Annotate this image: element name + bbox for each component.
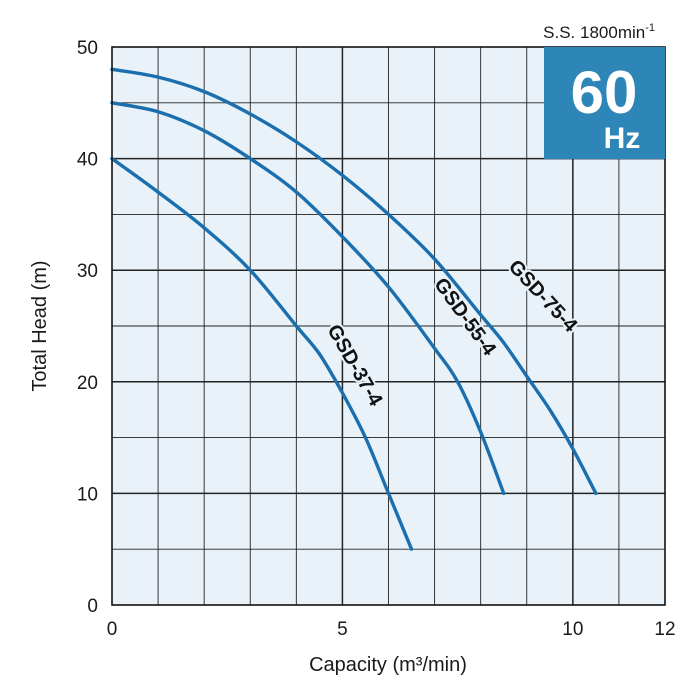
curve-gsd-75-4 — [110, 67, 598, 496]
y-tick-labels: 0 10 20 30 40 50 — [77, 38, 98, 617]
y-tick-label: 0 — [87, 596, 98, 617]
y-tick-label: 40 — [77, 150, 98, 171]
y-tick-label: 10 — [77, 484, 98, 505]
speed-note-superscript: -1 — [645, 22, 655, 34]
x-axis-label: Capacity (m³/min) — [309, 654, 467, 676]
x-tick-label: 12 — [654, 619, 675, 640]
curve-gsd-37-4 — [110, 156, 414, 551]
frequency-unit: Hz — [604, 122, 641, 155]
y-axis-label: Total Head (m) — [29, 260, 51, 391]
x-tick-label: 0 — [107, 619, 118, 640]
frequency-badge: 60 Hz — [544, 47, 665, 159]
performance-curves — [110, 67, 598, 551]
x-tick-label: 10 — [562, 619, 583, 640]
x-tick-label: 5 — [337, 619, 348, 640]
frequency-value: 60 — [571, 59, 638, 126]
y-tick-label: 20 — [77, 373, 98, 394]
x-tick-labels: 0 5 10 12 — [107, 619, 676, 640]
y-tick-label: 30 — [77, 261, 98, 282]
frequency-badge-background — [544, 47, 665, 159]
plot-frame — [111, 46, 666, 606]
curve-gsd-55-4 — [110, 101, 506, 496]
speed-note: S.S. 1800min-1 — [543, 22, 655, 42]
y-tick-label: 50 — [77, 38, 98, 59]
